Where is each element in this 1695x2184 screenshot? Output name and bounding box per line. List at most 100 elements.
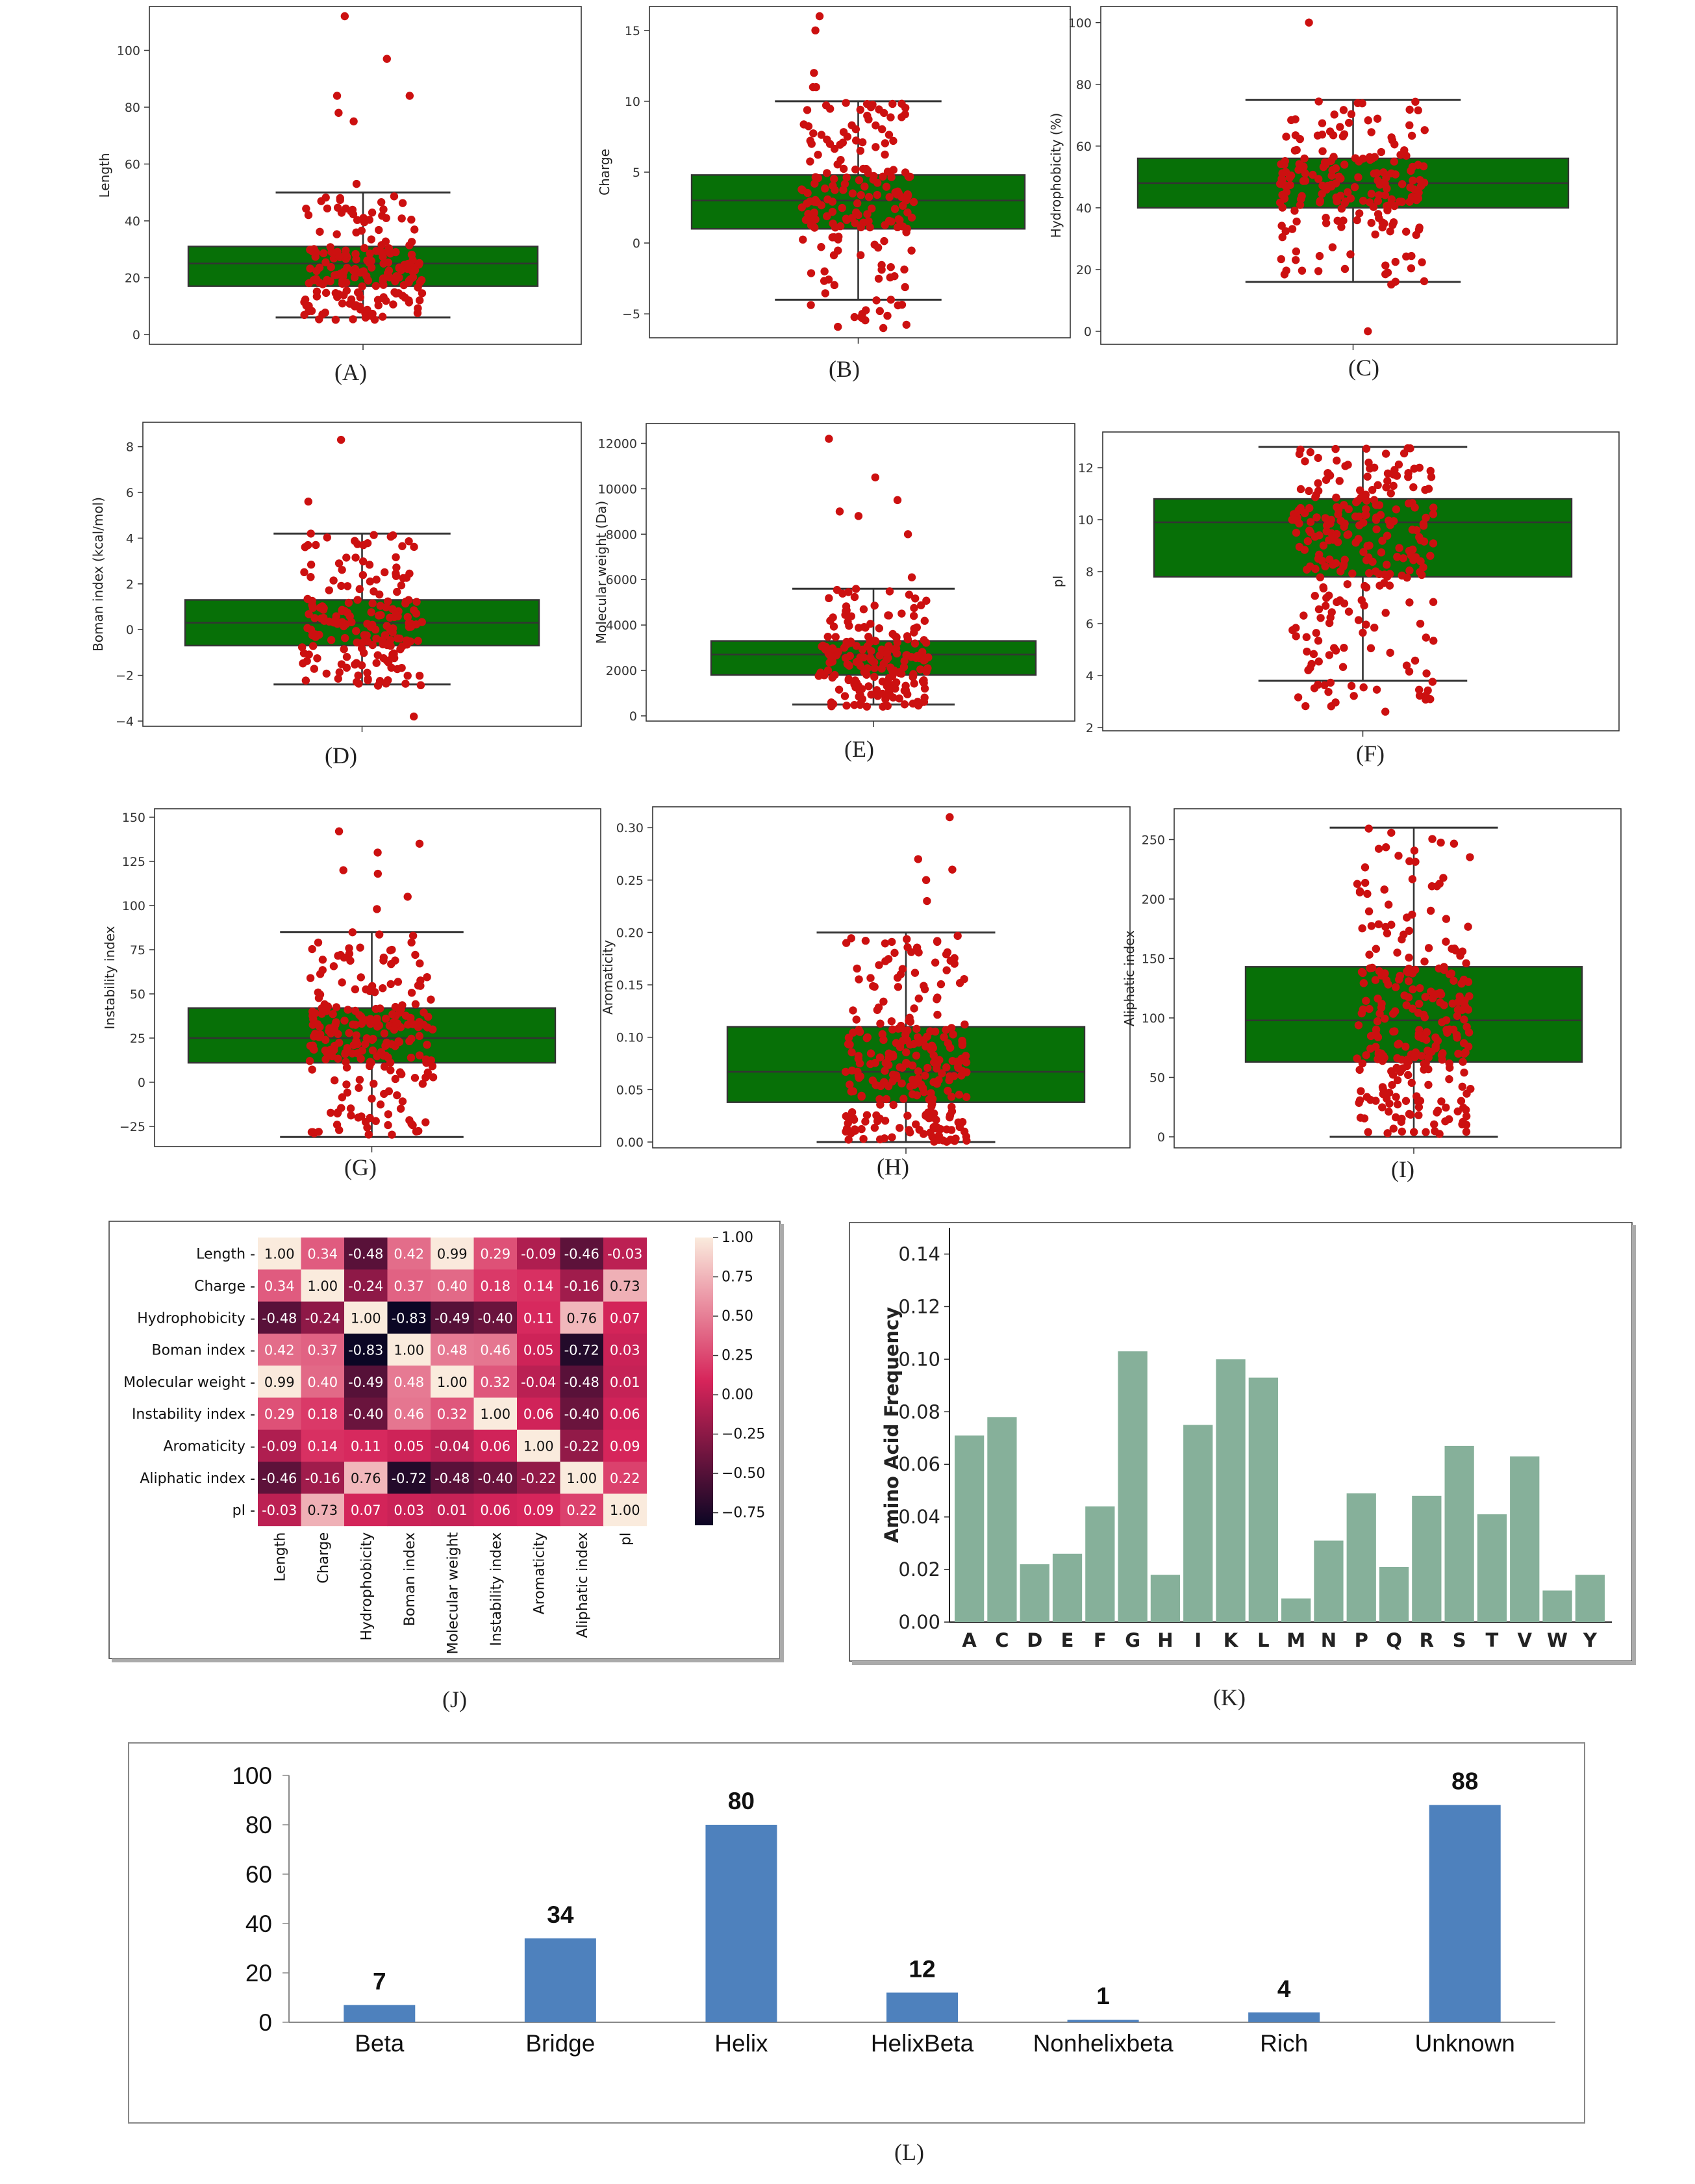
data-point — [384, 1121, 392, 1130]
data-point — [1322, 476, 1331, 484]
data-point — [1393, 1100, 1402, 1109]
data-point — [1309, 170, 1317, 179]
data-point — [1292, 217, 1301, 226]
data-point — [312, 540, 320, 550]
heatmap-cell — [258, 1397, 301, 1430]
data-point — [1371, 567, 1380, 576]
data-point — [321, 1035, 330, 1045]
data-point — [1314, 175, 1323, 183]
data-point — [1420, 126, 1429, 134]
data-point — [889, 166, 898, 174]
heatmap-cell — [344, 1462, 388, 1494]
data-point — [345, 1029, 353, 1037]
x-tick-label: W — [1547, 1629, 1568, 1651]
data-point — [332, 1003, 341, 1011]
data-point — [378, 312, 387, 321]
data-point — [1424, 1080, 1433, 1089]
data-point — [1384, 900, 1393, 909]
data-point — [362, 306, 370, 315]
data-point — [407, 938, 416, 947]
data-point — [1429, 510, 1438, 518]
data-point — [797, 185, 806, 194]
y-tick-label: 0.20 — [616, 926, 644, 940]
data-point — [408, 1121, 417, 1130]
data-point — [820, 267, 829, 275]
data-point — [1404, 499, 1413, 508]
data-point — [866, 1049, 875, 1058]
heatmap-cell — [344, 1269, 388, 1302]
data-point — [1375, 967, 1384, 976]
panel-frame — [154, 808, 601, 1147]
heatmap-cell-value: 0.11 — [523, 1310, 554, 1326]
data-point — [888, 937, 896, 946]
data-point — [870, 982, 879, 991]
data-point — [1381, 179, 1389, 188]
data-point — [831, 670, 839, 679]
data-point — [811, 215, 820, 223]
heatmap-cell-value: 0.07 — [351, 1503, 381, 1518]
data-point — [1407, 131, 1416, 140]
data-point — [387, 1040, 396, 1048]
data-point — [1383, 572, 1392, 581]
data-point — [310, 614, 319, 622]
outlier-point — [923, 896, 931, 906]
data-point — [855, 1028, 864, 1036]
heatmap-cell-value: 1.00 — [610, 1503, 640, 1518]
data-point — [414, 637, 422, 645]
data-point — [368, 599, 377, 607]
data-point — [1359, 518, 1368, 527]
data-point — [898, 609, 906, 618]
heatmap-cell-value: 1.00 — [523, 1438, 554, 1454]
y-axis-label: Boman index (kcal/mol) — [90, 497, 106, 652]
data-point — [946, 956, 955, 965]
data-point — [1399, 554, 1408, 563]
data-point — [1407, 264, 1416, 273]
data-point — [1422, 669, 1431, 678]
data-point — [427, 995, 435, 1004]
data-point — [861, 937, 870, 945]
data-point — [371, 1117, 380, 1125]
heatmap-cell-value: -0.16 — [305, 1471, 340, 1486]
heatmap-cell-value: 0.37 — [307, 1343, 338, 1358]
data-point — [1355, 1096, 1364, 1105]
heatmap-cell — [344, 1493, 388, 1527]
data-point — [321, 1055, 330, 1063]
data-point — [1277, 222, 1286, 230]
y-tick-label: 10 — [1078, 513, 1094, 527]
data-point — [423, 972, 431, 982]
data-point — [366, 1019, 375, 1028]
data-point — [1333, 503, 1341, 511]
data-point — [349, 1020, 357, 1029]
data-point — [1333, 529, 1341, 539]
x-tick-label: Helix — [714, 2030, 768, 2057]
outlier-point — [1364, 327, 1372, 336]
heatmap-cell-value: 0.32 — [437, 1406, 468, 1422]
data-point — [946, 1072, 954, 1080]
data-point — [1316, 573, 1325, 581]
data-point — [1355, 209, 1364, 218]
data-point — [416, 296, 424, 305]
data-point — [1300, 611, 1308, 620]
data-point — [370, 1080, 378, 1088]
data-point — [849, 1006, 857, 1015]
data-point — [893, 973, 902, 982]
x-tick-label: Nonhelixbeta — [1033, 2030, 1174, 2057]
data-point — [857, 223, 865, 232]
data-point — [358, 282, 366, 291]
data-point — [363, 256, 371, 265]
heatmap-row-label: Length - — [196, 1247, 255, 1263]
heatmap-cell — [603, 1493, 647, 1527]
data-point — [806, 136, 814, 145]
data-point — [1378, 537, 1387, 545]
data-point — [1328, 166, 1337, 175]
data-point — [364, 276, 373, 285]
data-point — [940, 1033, 948, 1041]
heatmap-cell — [560, 1269, 604, 1302]
data-point — [1398, 1064, 1407, 1073]
bar-d — [1020, 1564, 1049, 1622]
x-tick-label: P — [1355, 1629, 1368, 1651]
heatmap-cell — [473, 1493, 518, 1527]
data-point — [1381, 843, 1390, 852]
data-point — [1440, 965, 1448, 974]
